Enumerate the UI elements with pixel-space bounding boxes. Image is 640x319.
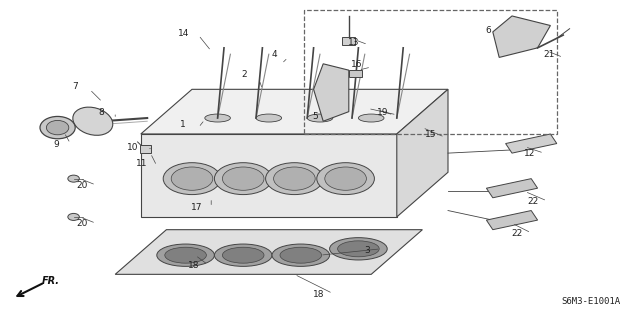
Text: 2: 2 xyxy=(242,70,247,79)
Text: 7: 7 xyxy=(73,82,78,91)
Bar xyxy=(342,37,355,45)
Bar xyxy=(140,145,151,153)
Ellipse shape xyxy=(157,244,214,266)
Ellipse shape xyxy=(68,175,79,182)
Ellipse shape xyxy=(214,163,272,195)
Ellipse shape xyxy=(256,114,282,122)
Text: 15: 15 xyxy=(425,130,436,139)
Polygon shape xyxy=(141,134,397,217)
Text: 1: 1 xyxy=(180,120,185,129)
Ellipse shape xyxy=(330,238,387,260)
Text: 4: 4 xyxy=(271,50,276,59)
Ellipse shape xyxy=(338,241,380,257)
Text: 20: 20 xyxy=(76,181,88,190)
Polygon shape xyxy=(115,230,422,274)
Ellipse shape xyxy=(40,116,76,139)
Ellipse shape xyxy=(165,247,206,263)
Polygon shape xyxy=(314,64,349,121)
Ellipse shape xyxy=(172,167,212,190)
Text: S6M3-E1001A: S6M3-E1001A xyxy=(562,297,621,306)
Ellipse shape xyxy=(325,167,367,190)
Bar xyxy=(304,10,557,134)
Text: 3: 3 xyxy=(364,246,369,255)
Ellipse shape xyxy=(163,163,221,195)
Ellipse shape xyxy=(358,114,384,122)
Text: 6: 6 xyxy=(486,26,491,35)
Polygon shape xyxy=(493,16,550,57)
Ellipse shape xyxy=(73,107,113,135)
Text: 8: 8 xyxy=(99,108,104,117)
Polygon shape xyxy=(506,134,557,153)
Polygon shape xyxy=(486,179,538,198)
Ellipse shape xyxy=(280,247,321,263)
Text: 20: 20 xyxy=(76,219,88,228)
Text: 16: 16 xyxy=(351,60,363,69)
Polygon shape xyxy=(397,89,448,217)
Polygon shape xyxy=(486,211,538,230)
Text: 21: 21 xyxy=(543,50,555,59)
Ellipse shape xyxy=(68,213,79,220)
Text: 18: 18 xyxy=(313,290,324,299)
Ellipse shape xyxy=(266,163,323,195)
Ellipse shape xyxy=(317,163,374,195)
Ellipse shape xyxy=(307,114,333,122)
Ellipse shape xyxy=(46,120,69,135)
Text: 5: 5 xyxy=(312,112,317,121)
Text: 14: 14 xyxy=(178,29,189,38)
Text: FR.: FR. xyxy=(42,276,60,286)
Polygon shape xyxy=(141,89,448,134)
Ellipse shape xyxy=(214,244,272,266)
Bar xyxy=(349,70,362,77)
Ellipse shape xyxy=(223,167,264,190)
Text: 11: 11 xyxy=(136,159,148,168)
Ellipse shape xyxy=(205,114,230,122)
Text: 10: 10 xyxy=(127,143,138,152)
Text: 17: 17 xyxy=(191,204,203,212)
Text: 22: 22 xyxy=(527,197,539,206)
Text: 9: 9 xyxy=(54,140,59,149)
Text: 13: 13 xyxy=(348,38,360,47)
Ellipse shape xyxy=(272,244,330,266)
Ellipse shape xyxy=(274,167,316,190)
Text: 18: 18 xyxy=(188,261,200,270)
Text: 12: 12 xyxy=(524,149,536,158)
Text: 19: 19 xyxy=(377,108,388,117)
Text: 22: 22 xyxy=(511,229,523,238)
Ellipse shape xyxy=(223,247,264,263)
